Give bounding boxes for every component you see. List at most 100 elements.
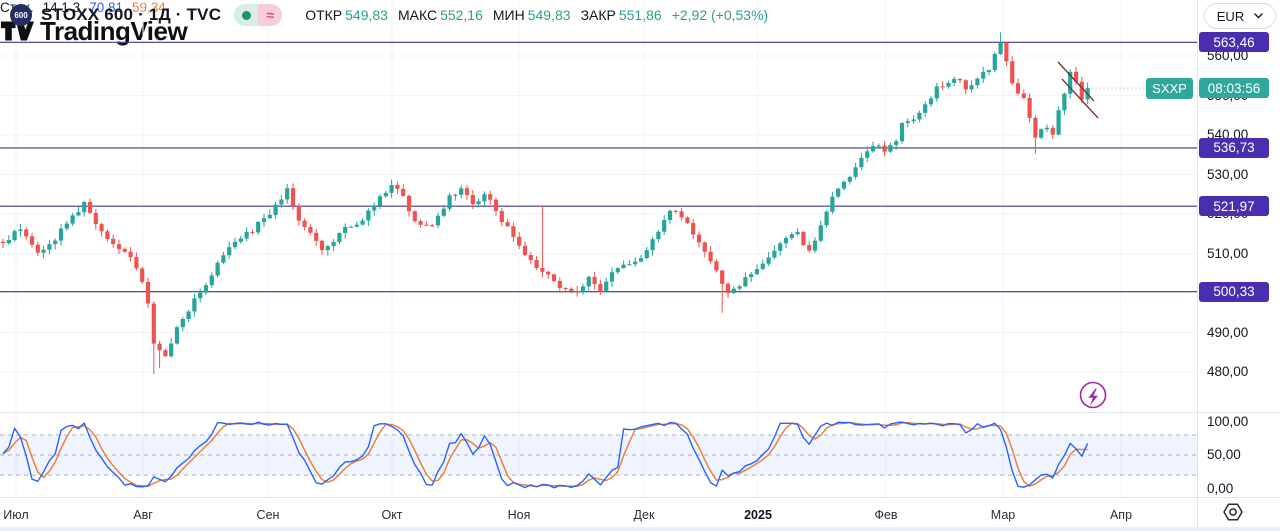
candle-body xyxy=(157,343,162,351)
candle-body xyxy=(435,215,441,226)
time-tick-label: Фев xyxy=(874,508,898,522)
candle-body xyxy=(1044,127,1050,130)
trend-channel-line[interactable] xyxy=(1057,61,1095,102)
candle-body xyxy=(250,232,255,234)
time-axis[interactable]: Июл Авг Сен Окт Ноя Дек 2025 Фев Мар Апр xyxy=(0,498,1280,531)
candle-body xyxy=(0,241,6,244)
candle-body xyxy=(870,146,876,152)
candle-body xyxy=(824,211,829,226)
price-chart-canvas[interactable] xyxy=(0,0,1197,498)
candle-body xyxy=(737,286,742,289)
candle-body xyxy=(615,268,620,273)
candle-body xyxy=(905,121,910,124)
candle-body xyxy=(517,236,522,246)
candle-body xyxy=(12,231,17,241)
candle-body xyxy=(215,262,220,276)
candle-body xyxy=(882,145,887,152)
candle-body xyxy=(801,231,806,246)
candle-body xyxy=(203,285,209,293)
candle-body xyxy=(957,79,963,81)
candle-body xyxy=(830,196,835,212)
candle-body xyxy=(679,211,684,218)
candle-body xyxy=(569,288,574,292)
candle-body xyxy=(934,86,939,99)
time-tick-label: Апр xyxy=(1109,508,1133,522)
candle-body xyxy=(192,298,197,312)
candle-body xyxy=(662,220,667,232)
candle-body xyxy=(227,247,232,256)
candle-body xyxy=(551,274,557,281)
time-tick-label: Авг xyxy=(133,508,153,522)
candle-body xyxy=(1050,127,1055,135)
candle-body xyxy=(847,176,852,182)
candle-body xyxy=(337,232,342,242)
candle-body xyxy=(754,269,760,275)
candle-body xyxy=(795,231,800,235)
candle-body xyxy=(534,260,539,269)
candle-body xyxy=(522,245,528,255)
level-price-badge: 521,97 xyxy=(1199,196,1269,217)
candle-body xyxy=(314,232,319,241)
candle-body xyxy=(279,199,284,205)
high-value: 552,16 xyxy=(440,7,483,23)
candle-body xyxy=(586,276,591,287)
candle-body xyxy=(865,151,870,158)
candle-body xyxy=(1015,83,1021,94)
candle-body xyxy=(209,275,214,286)
instant-order-button[interactable] xyxy=(1079,381,1107,409)
currency-label: EUR xyxy=(1216,8,1245,24)
candle-body xyxy=(29,236,35,245)
price-axis[interactable]: 560,00550,00540,00530,00520,00510,00500,… xyxy=(1197,0,1280,498)
candle-body xyxy=(702,242,707,252)
chevron-down-icon xyxy=(1254,13,1263,19)
candle-body xyxy=(116,244,122,249)
candle-body xyxy=(778,243,783,251)
candle-body xyxy=(325,246,330,251)
market-status-pill[interactable]: ≈ xyxy=(234,4,283,26)
candle-body xyxy=(41,249,46,253)
pane-separator[interactable] xyxy=(0,412,1280,413)
candle-body xyxy=(928,98,934,105)
candle-body xyxy=(122,248,127,252)
candle-body xyxy=(447,195,452,209)
candle-body xyxy=(331,241,336,247)
candle-body xyxy=(917,112,922,120)
candle-body xyxy=(807,245,812,251)
chart-header: 600 STOXX 600 · 1Д · TVC ≈ ОТКР 549,83 МА… xyxy=(0,0,1200,30)
candle-body xyxy=(1073,71,1079,82)
candle-body xyxy=(1004,42,1009,62)
candle-body xyxy=(308,226,313,233)
candle-body xyxy=(244,232,249,239)
candle-body xyxy=(772,250,777,258)
candle-body xyxy=(70,215,75,224)
candle-body xyxy=(186,311,191,319)
candle-body xyxy=(418,221,423,225)
candle-body xyxy=(557,280,562,288)
candle-body xyxy=(64,223,69,229)
candle-body xyxy=(35,244,40,253)
candle-body xyxy=(511,226,516,237)
candle-body xyxy=(93,212,98,225)
currency-selector-button[interactable]: EUR xyxy=(1204,3,1276,29)
candle-body xyxy=(766,257,771,264)
symbol-title[interactable]: STOXX 600 · 1Д · TVC xyxy=(41,5,222,24)
axis-separator xyxy=(1197,0,1198,531)
time-tick-label: Июл xyxy=(3,508,29,522)
candle-body xyxy=(1033,117,1038,138)
candle-body xyxy=(256,222,261,233)
candle-body xyxy=(853,167,858,177)
candle-body xyxy=(836,188,841,197)
trend-channel-line[interactable] xyxy=(1061,78,1099,119)
market-open-dot-icon xyxy=(241,10,251,20)
candle-body xyxy=(169,343,174,357)
candle-body xyxy=(290,188,296,206)
price-tick-label: 530,00 xyxy=(1207,166,1249,182)
candle-body xyxy=(296,205,301,221)
candle-body xyxy=(540,268,545,272)
candle-body xyxy=(696,234,702,243)
indicator-params: 14 1 3 xyxy=(42,0,81,15)
time-axis-settings-icon[interactable] xyxy=(1222,501,1244,523)
open-value: 549,83 xyxy=(345,7,388,23)
candle-body xyxy=(749,274,754,278)
